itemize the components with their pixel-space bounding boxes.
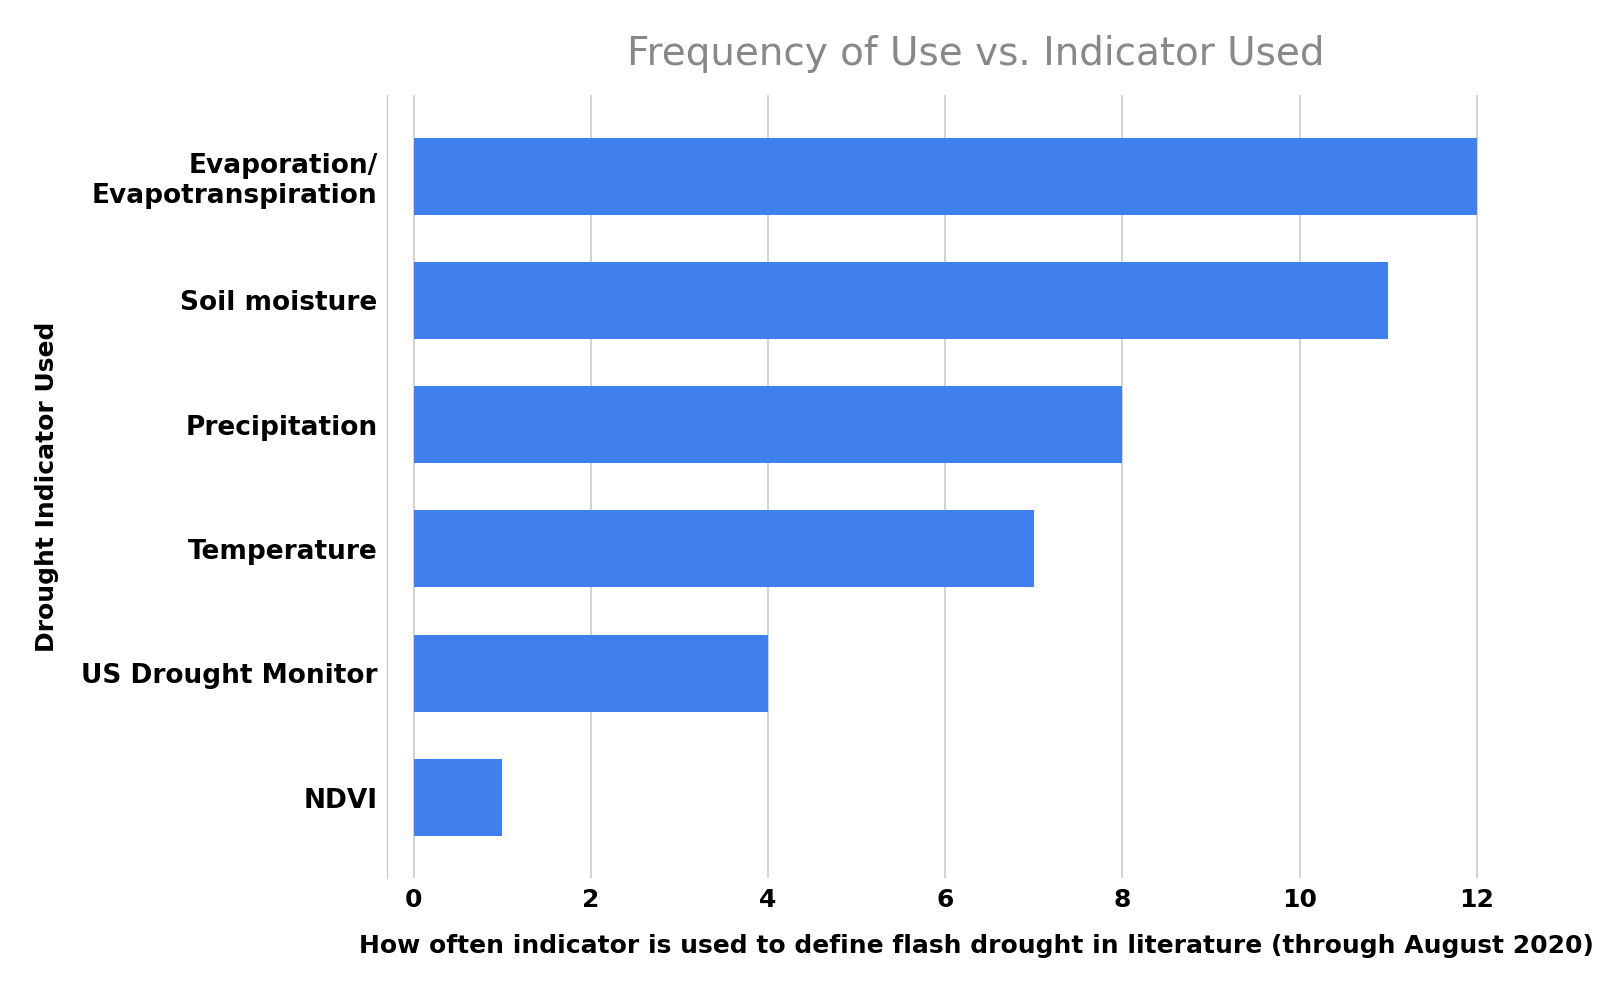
Bar <box>414 510 1034 588</box>
Bar <box>414 138 1477 214</box>
Bar <box>414 635 768 712</box>
Bar <box>414 262 1389 339</box>
X-axis label: How often indicator is used to define flash drought in literature (through Augus: How often indicator is used to define fl… <box>358 934 1594 958</box>
Title: Frequency of Use vs. Indicator Used: Frequency of Use vs. Indicator Used <box>627 35 1325 72</box>
Bar <box>414 386 1122 463</box>
Bar <box>414 759 502 836</box>
Y-axis label: Drought Indicator Used: Drought Indicator Used <box>35 322 59 652</box>
